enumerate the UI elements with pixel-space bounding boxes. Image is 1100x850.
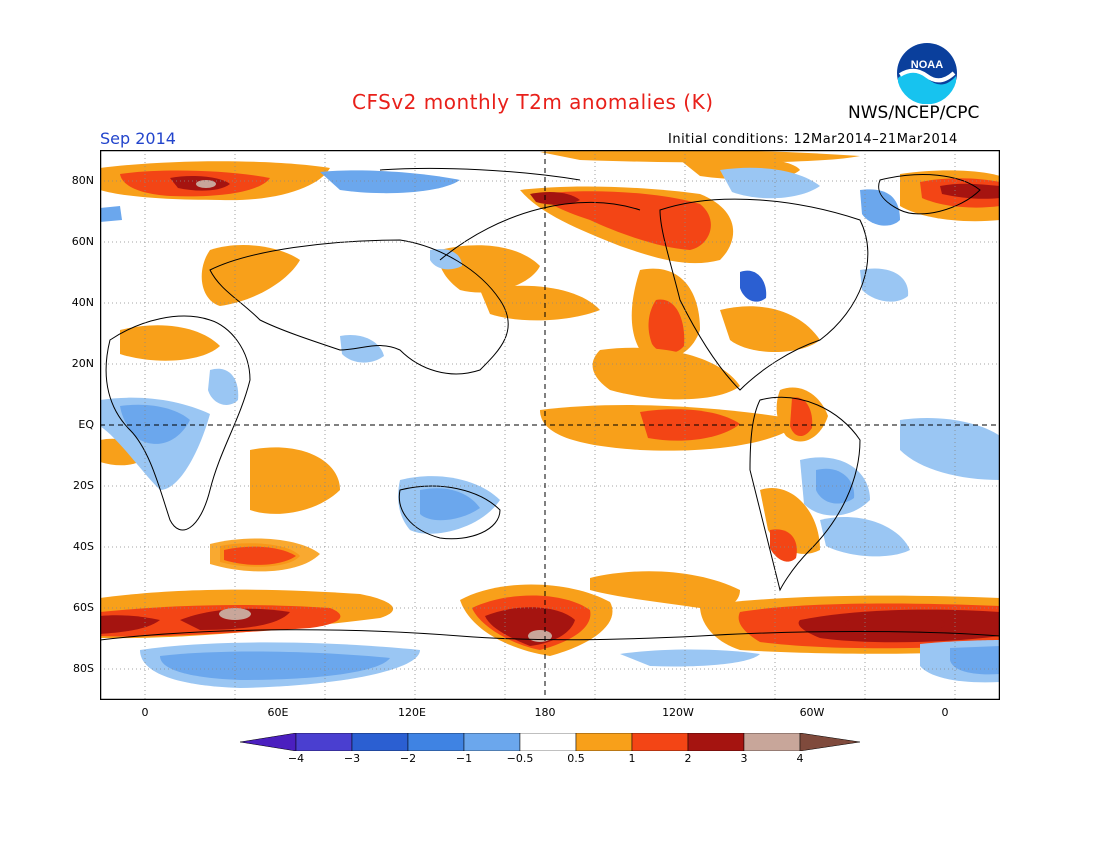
target-month-label: Sep 2014: [100, 129, 176, 148]
colorbar-swatch: [575, 733, 633, 751]
colorbar-label: −3: [343, 752, 361, 765]
colorbar-swatch: [240, 733, 297, 751]
lon-label: 120E: [398, 706, 426, 719]
colorbar-swatch: [687, 733, 745, 751]
lon-label: 60W: [799, 706, 825, 719]
lon-label: 180: [534, 706, 556, 719]
noaa-logo-text: NOAA: [911, 59, 943, 71]
colorbar-label: 4: [796, 752, 804, 765]
antarctic-cool-band: [140, 640, 1000, 688]
colorbar-label: 1: [628, 752, 636, 765]
lat-label: 40N: [71, 296, 94, 309]
colorbar-swatch: [743, 733, 801, 751]
colorbar: [240, 733, 861, 751]
lon-label: 60E: [267, 706, 289, 719]
noaa-logo: NOAA: [896, 42, 958, 105]
colorbar-swatch: [519, 733, 577, 751]
colorbar-swatch: [631, 733, 689, 751]
lon-label: 0: [941, 706, 949, 719]
colorbar-swatch: [295, 733, 353, 751]
colorbar-label: −2: [399, 752, 417, 765]
colorbar-label: −4: [287, 752, 305, 765]
map-frame: [100, 150, 1000, 700]
initial-conditions-label: Initial conditions: 12Mar2014–21Mar2014: [668, 132, 958, 147]
colorbar-label: 3: [740, 752, 748, 765]
colorbar-swatch: [407, 733, 465, 751]
colorbar-swatch: [463, 733, 521, 751]
colorbar-label: −1: [455, 752, 473, 765]
map-title: CFSv2 monthly T2m anomalies (K): [352, 90, 714, 114]
lat-label: 60S: [73, 601, 94, 614]
colorbar-swatch: [351, 733, 409, 751]
lat-label: 20N: [71, 357, 94, 370]
lat-label: 80N: [71, 174, 94, 187]
lon-label: 120W: [662, 706, 694, 719]
lat-label: 20S: [73, 479, 94, 492]
lon-label: 0: [141, 706, 149, 719]
cool-patches: [100, 167, 1000, 557]
colorbar-label: −0.5: [506, 752, 534, 765]
colorbar-label: 0.5: [567, 752, 585, 765]
lat-label: EQ: [78, 418, 94, 431]
colorbar-label: 2: [684, 752, 692, 765]
colorbar-swatch: [799, 733, 861, 751]
coastlines: [100, 167, 1000, 641]
anomaly-map: [100, 150, 1000, 700]
lat-label: 80S: [73, 662, 94, 675]
lat-label: 40S: [73, 540, 94, 553]
lat-label: 60N: [71, 235, 94, 248]
arctic-warm-areas: [100, 150, 1000, 264]
agency-label: NWS/NCEP/CPC: [848, 103, 980, 123]
equator-dateline: [100, 150, 1000, 700]
